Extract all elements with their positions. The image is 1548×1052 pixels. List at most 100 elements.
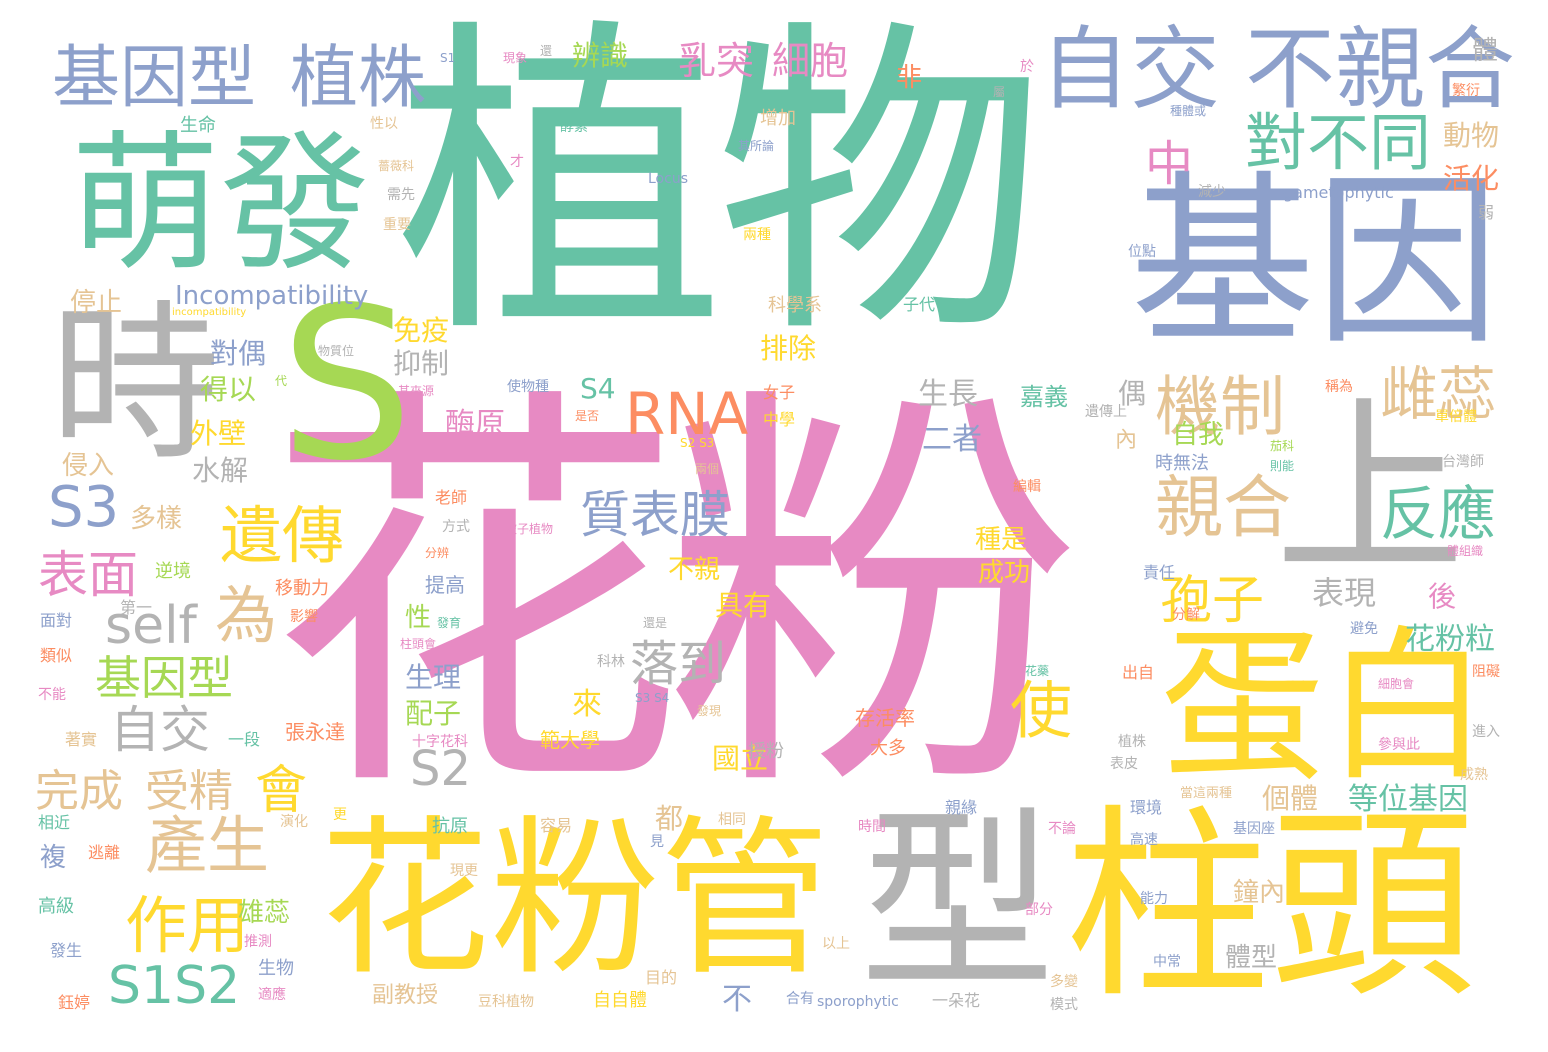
word-buqin: 不親	[668, 555, 721, 585]
word-huafenli: 花粉粒	[1405, 622, 1495, 657]
word-cai: 才	[510, 154, 524, 170]
word-nvzi: 女子	[763, 383, 796, 402]
word-tigao: 提高	[425, 573, 465, 597]
word-danbeiti: 單倍體	[1435, 409, 1477, 425]
word-jian: 見	[650, 834, 664, 850]
word-bufen: 部分	[1025, 902, 1053, 918]
word-xiangeng: 現更	[450, 863, 478, 879]
word-fenjie: 分解	[1172, 607, 1200, 623]
word-rutu: 乳突	[678, 39, 755, 83]
word-xing: 型	[860, 789, 1055, 1016]
word-shengzhang: 生長	[918, 377, 978, 412]
word-zuoyong: 作用	[125, 889, 250, 962]
word-duobian: 多變	[1050, 974, 1078, 990]
word-zengjia: 增加	[760, 108, 796, 129]
word-xibaohui: 細胞會	[1378, 677, 1415, 691]
word-kexuexi: 科學系	[768, 295, 822, 316]
word-yiduohua: 一朵花	[932, 991, 981, 1010]
word-rna: RNA	[625, 380, 749, 448]
word-cunhuolv: 存活率	[855, 706, 915, 730]
word-fujiaoshou: 副教授	[372, 983, 439, 1008]
word-biaoxian: 表現	[1312, 574, 1377, 612]
word-shengwu: 生物	[258, 958, 294, 979]
word-jinru: 進入	[1472, 724, 1500, 740]
word-gaoji: 高級	[38, 896, 74, 917]
word-ruo: 弱	[1478, 203, 1495, 222]
word-huafenguan: 花粉管	[320, 801, 831, 999]
word-locus: Locus	[648, 171, 688, 187]
word-liangzhong: 兩種	[743, 227, 771, 243]
word-chengwei: 稱為	[1325, 379, 1353, 395]
word-duiou: 對偶	[210, 337, 267, 370]
word-heyou: 合有	[786, 991, 814, 1007]
word-tizuzhi: 體組織	[1447, 544, 1484, 558]
word-qiangweike: 薔薇科	[378, 159, 415, 173]
word-shengming: 生命	[180, 115, 216, 136]
word-moshi: 模式	[1050, 997, 1078, 1013]
word-liangge: 兩個	[695, 462, 720, 476]
word-huafen: 花粉	[265, 355, 1083, 844]
word-fasheng: 發生	[50, 941, 83, 960]
word-guoli: 國立	[712, 742, 769, 775]
word-gaosu: 高速	[1130, 832, 1158, 848]
word-yingxiang: 影響	[290, 609, 318, 625]
word-zeren: 責任	[1143, 563, 1176, 582]
word-kelin: 科林	[597, 654, 625, 670]
word-shoujing: 受精	[145, 766, 233, 817]
word-incompatibility: Incompatibility	[175, 281, 369, 311]
word-yuting: 鈺婷	[58, 993, 91, 1012]
word-taoli: 逃離	[88, 843, 121, 862]
word-jizhi: 機制	[1155, 370, 1286, 445]
word-s1: S1	[440, 51, 456, 65]
word-s3: S3	[48, 475, 120, 540]
word-jiyin: 基因	[1130, 154, 1500, 370]
word-xianxiang: 現象	[503, 51, 528, 65]
word-self: self	[105, 596, 197, 656]
word-incompatibility-small: incompatibility	[172, 307, 247, 318]
word-fenbian: 分辨	[425, 546, 450, 560]
word-xiongrui: 雄蕊	[238, 898, 291, 928]
word-rongyi: 容易	[540, 816, 573, 835]
word-erzhe: 二者	[922, 422, 982, 457]
word-haishi: 還是	[643, 616, 668, 630]
word-zuai: 阻礙	[1472, 664, 1500, 680]
word-duibutong: 對不同	[1245, 106, 1432, 179]
word-zhibiaomo: 質表膜	[580, 486, 730, 544]
word-baozi: 孢子	[1160, 571, 1265, 631]
word-shi: 時	[50, 286, 221, 484]
word-ti: 體	[1472, 36, 1499, 66]
word-shi-make: 使	[1010, 674, 1073, 747]
word-qilaiyuan: 其來源	[398, 384, 435, 398]
word-yu: 於	[1020, 59, 1034, 75]
word-fei: 非	[896, 63, 923, 93]
word-huohua: 活化	[1443, 162, 1500, 195]
word-mianyi: 免疫	[393, 314, 450, 347]
word-qinru: 侵入	[62, 451, 115, 481]
word-qinhe: 親合	[1155, 469, 1292, 548]
word-jiyinxing-top: 基因型	[52, 39, 257, 118]
word-bianji: 編輯	[1013, 479, 1041, 495]
word-luodao: 落到	[630, 636, 727, 692]
word-zhongshi: 種是	[975, 525, 1028, 555]
word-zhutouhui: 柱頭會	[400, 637, 437, 651]
word-weidian: 位點	[1128, 244, 1156, 260]
word-jianshao: 減少	[1198, 184, 1226, 200]
word-chansheng: 產生	[145, 809, 270, 882]
word-qieke: 茄科	[1270, 439, 1295, 453]
word-fanying: 反應	[1380, 480, 1497, 548]
word-zhongxue: 中學	[763, 410, 796, 429]
word-deyi: 得以	[200, 373, 257, 406]
word-fangshi: 方式	[442, 519, 470, 535]
word-s2: S2	[410, 741, 472, 797]
word-wei: 為	[215, 579, 278, 652]
word-yichuan: 遺傳	[220, 499, 345, 572]
word-dongwu: 動物	[1443, 119, 1500, 152]
word-chuzi: 出自	[1122, 663, 1155, 682]
word-wancheng: 完成	[35, 766, 123, 817]
word-zizitii: 自自體	[593, 990, 647, 1011]
word-nengli: 能力	[1140, 891, 1168, 907]
word-zhutou: 柱頭	[1065, 788, 1475, 1026]
word-doukezhiwu: 豆科植物	[478, 994, 534, 1010]
word-jiyinxing-mid: 基因型	[95, 651, 233, 705]
word-tingzhi: 停止	[70, 288, 123, 318]
